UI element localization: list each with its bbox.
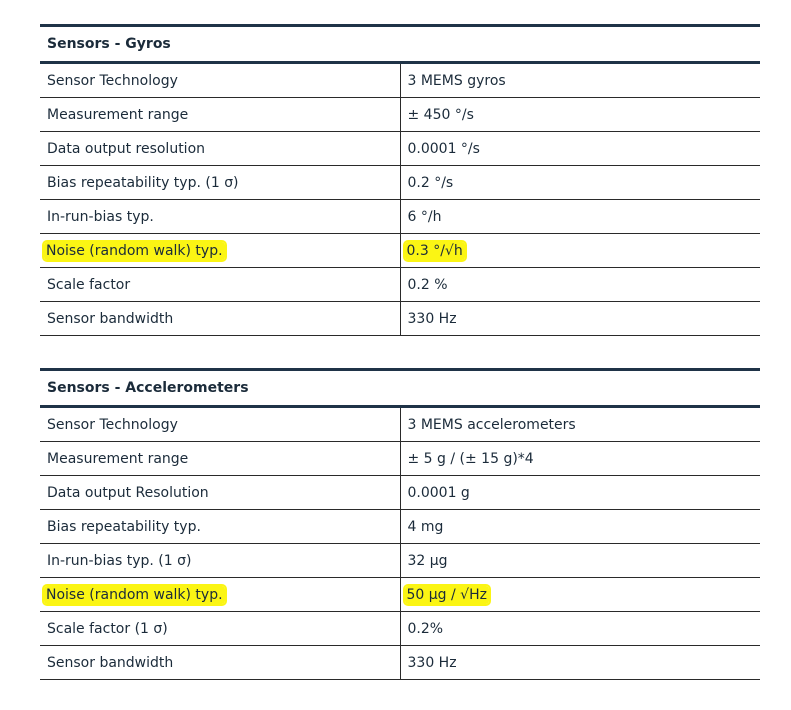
spec-label: Bias repeatability typ. — [47, 518, 201, 535]
table-row: In-run-bias typ. (1 σ) 32 µg — [40, 543, 761, 578]
spec-value-cell: 0.0001 °/s — [399, 131, 761, 166]
spec-value: 4 mg — [407, 518, 444, 535]
spec-value-cell: 32 µg — [399, 543, 761, 578]
spec-label-cell: In-run-bias typ. — [40, 199, 400, 234]
gyros-spec-table: Sensors - Gyros Sensor Technology 3 MEMS … — [40, 24, 761, 336]
table-row: Scale factor (1 σ) 0.2% — [40, 611, 761, 646]
table-row: Measurement range ± 450 °/s — [40, 97, 761, 132]
table-header-row: Sensors - Accelerometers — [40, 369, 761, 408]
spec-value: 0.2 % — [407, 276, 448, 293]
spec-value-cell: 4 mg — [399, 509, 761, 544]
spec-value: 0.2 °/s — [407, 174, 454, 191]
spec-label-cell: Sensor bandwidth — [40, 301, 400, 336]
table-row: Measurement range ± 5 g / (± 15 g)*4 — [40, 441, 761, 476]
spec-label-cell: Data output Resolution — [40, 475, 400, 510]
spec-label: In-run-bias typ. — [47, 208, 154, 225]
table-row: Bias repeatability typ. 4 mg — [40, 509, 761, 544]
table-row: Sensor bandwidth 330 Hz — [40, 301, 761, 336]
spec-value: 0.0001 °/s — [407, 140, 480, 157]
spec-value-cell: 0.3 °/√h — [399, 233, 761, 268]
spec-value-cell: 50 µg / √Hz — [399, 577, 761, 612]
spec-label: Data output resolution — [47, 140, 206, 157]
spec-value-cell: ± 450 °/s — [399, 97, 761, 132]
table-row: Data output Resolution 0.0001 g — [40, 475, 761, 510]
spec-value: 0.3 °/√h — [404, 241, 465, 260]
spec-label: Measurement range — [47, 106, 189, 123]
spec-label-cell: Scale factor (1 σ) — [40, 611, 400, 646]
spec-label-cell: Noise (random walk) typ. — [40, 233, 400, 268]
spec-value-cell: ± 5 g / (± 15 g)*4 — [399, 441, 761, 476]
spec-value-cell: 6 °/h — [399, 199, 761, 234]
accelerometers-spec-table: Sensors - Accelerometers Sensor Technolo… — [40, 368, 761, 680]
spec-value-cell: 0.2% — [399, 611, 761, 646]
spec-value: 50 µg / √Hz — [404, 585, 489, 604]
spec-label: Sensor bandwidth — [47, 310, 174, 327]
spec-value: 330 Hz — [407, 654, 457, 671]
table-row: Bias repeatability typ. (1 σ) 0.2 °/s — [40, 165, 761, 200]
table-header-row: Sensors - Gyros — [40, 25, 761, 64]
spec-label: In-run-bias typ. (1 σ) — [47, 552, 192, 569]
spec-label-cell: Sensor Technology — [40, 62, 400, 98]
spec-value-cell: 3 MEMS accelerometers — [399, 406, 761, 442]
spec-label-cell: Sensor Technology — [40, 406, 400, 442]
spec-label-cell: Bias repeatability typ. — [40, 509, 400, 544]
table-row: Sensor Technology 3 MEMS gyros — [40, 62, 761, 98]
spec-value-cell: 330 Hz — [399, 645, 761, 680]
spec-label-cell: In-run-bias typ. (1 σ) — [40, 543, 400, 578]
spec-label: Scale factor — [47, 276, 131, 293]
spec-value-cell: 0.2 % — [399, 267, 761, 302]
table-section-title: Sensors - Gyros — [40, 25, 761, 64]
table-row: Scale factor 0.2 % — [40, 267, 761, 302]
spec-value: 0.0001 g — [407, 484, 470, 501]
spec-label-cell: Noise (random walk) typ. — [40, 577, 400, 612]
table-row: Data output resolution 0.0001 °/s — [40, 131, 761, 166]
spec-value: 0.2% — [407, 620, 444, 637]
spec-label: Scale factor (1 σ) — [47, 620, 168, 637]
table-row: Noise (random walk) typ. 0.3 °/√h — [40, 233, 761, 268]
spec-label-cell: Sensor bandwidth — [40, 645, 400, 680]
spec-label: Noise (random walk) typ. — [44, 585, 225, 604]
spec-value-cell: 330 Hz — [399, 301, 761, 336]
table-row: Sensor Technology 3 MEMS accelerometers — [40, 406, 761, 442]
spec-value: 32 µg — [407, 552, 448, 569]
spec-value: ± 450 °/s — [407, 106, 474, 123]
table-row: In-run-bias typ. 6 °/h — [40, 199, 761, 234]
spec-value: 330 Hz — [407, 310, 457, 327]
spec-value-cell: 3 MEMS gyros — [399, 62, 761, 98]
table-section-title: Sensors - Accelerometers — [40, 369, 761, 408]
spec-label: Noise (random walk) typ. — [44, 241, 225, 260]
spec-value-cell: 0.0001 g — [399, 475, 761, 510]
spec-label: Data output Resolution — [47, 484, 209, 501]
spec-label: Measurement range — [47, 450, 189, 467]
table-row: Sensor bandwidth 330 Hz — [40, 645, 761, 680]
spec-label: Sensor Technology — [47, 72, 178, 89]
spec-label: Sensor Technology — [47, 416, 178, 433]
spec-label-cell: Bias repeatability typ. (1 σ) — [40, 165, 400, 200]
spec-label: Sensor bandwidth — [47, 654, 174, 671]
spec-label-cell: Scale factor — [40, 267, 400, 302]
spec-value: 3 MEMS gyros — [407, 72, 506, 89]
spec-value: 3 MEMS accelerometers — [407, 416, 576, 433]
spec-label: Bias repeatability typ. (1 σ) — [47, 174, 239, 191]
spec-value: 6 °/h — [407, 208, 442, 225]
spec-value-cell: 0.2 °/s — [399, 165, 761, 200]
spec-label-cell: Measurement range — [40, 441, 400, 476]
table-row: Noise (random walk) typ. 50 µg / √Hz — [40, 577, 761, 612]
spec-value: ± 5 g / (± 15 g)*4 — [407, 450, 534, 467]
spec-label-cell: Data output resolution — [40, 131, 400, 166]
spec-label-cell: Measurement range — [40, 97, 400, 132]
